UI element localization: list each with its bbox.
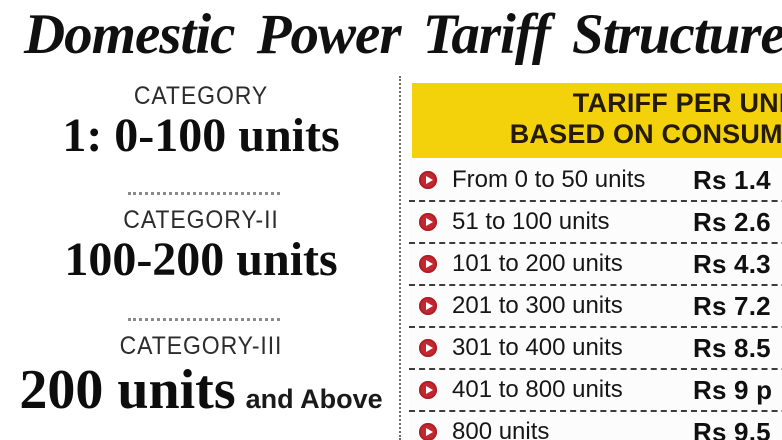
category-range-text: 200 units <box>19 359 236 421</box>
category-block-1: CATEGORY 1: 0-100 units <box>0 82 402 161</box>
row-consumption-range: 51 to 100 units <box>452 208 610 235</box>
row-consumption-range: From 0 to 50 units <box>452 166 646 193</box>
row-tariff-rate: Rs 7.2 <box>693 290 771 321</box>
row-tariff-rate: Rs 9 p <box>693 374 773 405</box>
row-tariff-rate: Rs 4.3 <box>693 248 771 279</box>
category-range: 100-200 units <box>0 233 402 286</box>
category-label: CATEGORY-II <box>123 206 279 234</box>
tariff-header-line2: BASED ON CONSUMPTION <box>509 119 782 149</box>
row-consumption-range: 401 to 800 units <box>452 376 623 403</box>
arrow-right-circle-icon <box>419 213 437 231</box>
vertical-dashed-divider <box>399 76 401 440</box>
category-label: CATEGORY-III <box>119 332 283 360</box>
table-row: From 0 to 50 units Rs 1.4 <box>409 160 782 202</box>
tariff-table-header: TARIFF PER UNIT BASED ON CONSUMPTION <box>412 83 782 158</box>
row-consumption-range: 301 to 400 units <box>452 334 623 361</box>
table-row: 301 to 400 units Rs 8.5 <box>409 328 782 370</box>
category-range-text: 1: 0-100 units <box>62 109 340 162</box>
category-range: 200 units and Above <box>0 361 402 420</box>
category-label: CATEGORY <box>133 82 269 110</box>
arrow-right-circle-icon <box>419 171 437 189</box>
arrow-right-circle-icon <box>419 423 437 440</box>
row-tariff-rate: Rs 2.6 <box>693 206 771 237</box>
table-row: 101 to 200 units Rs 4.3 <box>409 244 782 286</box>
table-row: 800 units Rs 9.5 <box>409 412 782 440</box>
category-range-text: 100-200 units <box>64 233 338 286</box>
row-consumption-range: 101 to 200 units <box>452 250 623 277</box>
category-block-2: CATEGORY-II 100-200 units <box>0 206 402 285</box>
table-row: 201 to 300 units Rs 7.2 <box>409 286 782 328</box>
arrow-right-circle-icon <box>419 297 437 315</box>
arrow-right-circle-icon <box>419 339 437 357</box>
tariff-rows: From 0 to 50 units Rs 1.4 51 to 100 unit… <box>409 160 782 440</box>
dotted-separator <box>128 192 280 195</box>
arrow-right-circle-icon <box>419 381 437 399</box>
tariff-header-line1: TARIFF PER UNIT <box>572 88 782 118</box>
row-tariff-rate: Rs 9.5 <box>693 416 771 440</box>
row-consumption-range: 800 units <box>452 418 550 440</box>
dotted-separator <box>128 318 280 321</box>
category-range: 1: 0-100 units <box>0 109 402 162</box>
page-title: Domestic Power Tariff Structure <box>24 3 782 66</box>
category-block-3: CATEGORY-III 200 units and Above <box>0 332 402 420</box>
row-tariff-rate: Rs 1.4 <box>693 164 771 195</box>
table-row: 51 to 100 units Rs 2.6 <box>409 202 782 244</box>
row-consumption-range: 201 to 300 units <box>452 292 623 319</box>
arrow-right-circle-icon <box>419 255 437 273</box>
row-tariff-rate: Rs 8.5 <box>693 332 771 363</box>
category-range-suffix: and Above <box>245 384 383 414</box>
table-row: 401 to 800 units Rs 9 p <box>409 370 782 412</box>
